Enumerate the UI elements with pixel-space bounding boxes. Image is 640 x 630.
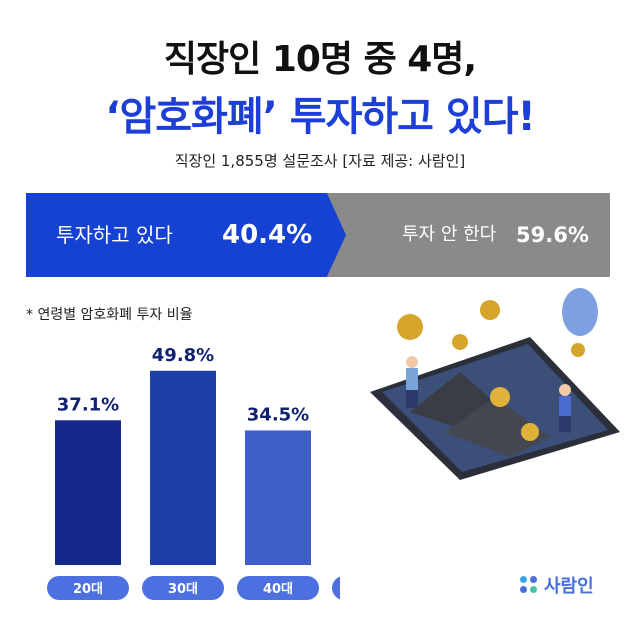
category-label: 40대: [263, 582, 293, 597]
investment-split-bar: 투자 안 한다 59.6% 투자하고 있다 40.4%: [26, 193, 610, 277]
segment-not-investing-label: 투자 안 한다: [402, 224, 497, 245]
brand-name: 사람인: [544, 576, 594, 597]
bar-value-label: 49.8%: [152, 345, 214, 366]
segment-investing: 투자하고 있다 40.4%: [26, 193, 346, 277]
bar-1: [55, 420, 121, 565]
segment-not-investing: 투자 안 한다 59.6%: [326, 193, 610, 277]
rock-pile-icon: [445, 397, 550, 457]
bar-3: [245, 430, 311, 565]
bitcoin-coin-icon: [480, 300, 500, 320]
bar-value-label: 37.1%: [57, 394, 119, 415]
survey-note: 직장인 1,855명 설문조사 [자료 제공: 사람인]: [174, 152, 466, 170]
category-pill: [47, 576, 129, 600]
category-label: 30대: [168, 582, 198, 597]
bar-2: [150, 370, 216, 565]
headline-line1: 직장인 10명 중 4명,: [163, 39, 477, 80]
saramin-logo-icon: [520, 576, 538, 594]
miner-right-icon: [559, 384, 571, 432]
miner-left-icon: [406, 356, 418, 408]
headline-line2: ‘암호화폐’ 투자하고 있다!: [105, 94, 535, 140]
category-pill: [237, 576, 319, 600]
category-pill: [332, 576, 340, 600]
segment-investing-value: 40.4%: [222, 220, 313, 250]
bitcoin-coin-icon: [397, 314, 423, 340]
mining-illustration: [370, 288, 620, 480]
segment-not-investing-value: 59.6%: [516, 223, 589, 247]
category-label: 20대: [73, 582, 103, 597]
hot-air-balloon-icon: [562, 288, 598, 336]
bitcoin-coin-icon: [521, 423, 539, 441]
bitcoin-coin-icon: [490, 387, 510, 407]
segment-investing-label: 투자하고 있다: [56, 223, 173, 247]
age-chart-note: * 연령별 암호화폐 투자 비율: [26, 307, 193, 323]
bitcoin-coin-icon: [452, 334, 468, 350]
brand-logo: 사람인: [520, 572, 594, 598]
category-pill: [142, 576, 224, 600]
bar-value-label: 34.5%: [247, 404, 309, 425]
bitcoin-coin-icon: [571, 343, 585, 357]
